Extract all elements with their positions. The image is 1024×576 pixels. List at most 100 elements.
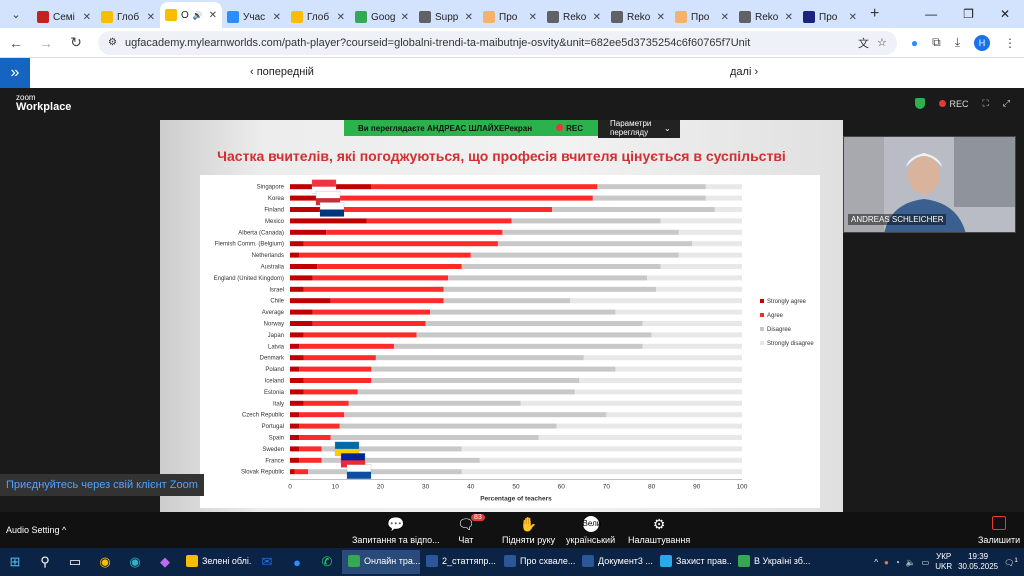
flag-icon-stripe [312, 186, 336, 194]
leave-button[interactable]: Залишити [978, 516, 1020, 545]
category-label: Israel [269, 287, 284, 293]
language-button[interactable]: Вели український [566, 516, 615, 545]
taskbar-app[interactable]: Онлайн тра... [342, 550, 420, 574]
address-bar[interactable]: ⚙ ugfacademy.mylearnworlds.com/path-play… [98, 30, 897, 55]
tray-app-icon[interactable]: ● [883, 557, 889, 567]
tab-close-icon[interactable]: ✕ [784, 11, 793, 23]
bar-segment-disagree [497, 241, 693, 247]
new-tab-button[interactable]: + [870, 5, 880, 22]
browser-tab[interactable]: Глоб ✕ [96, 6, 160, 28]
taskbar-app[interactable]: Зелені облі... [180, 550, 252, 574]
menu-kebab-icon[interactable]: ⋮ [1004, 35, 1016, 50]
translate-icon[interactable]: 文 [857, 37, 869, 50]
browser-tab[interactable]: Reko ✕ [542, 6, 606, 28]
tab-close-icon[interactable]: ✕ [528, 11, 537, 23]
taskbar-app-label: Зелені облі... [202, 556, 252, 566]
view-options-button[interactable]: Параметри перегляду ⌄ [598, 120, 680, 138]
back-icon[interactable]: ← [9, 34, 23, 51]
notification-icon[interactable]: 🗨1 [1004, 556, 1018, 568]
tab-close-icon[interactable]: ✕ [592, 11, 601, 23]
tab-close-icon[interactable]: ✕ [336, 11, 345, 23]
tray-chevron-icon[interactable]: ^ [874, 557, 878, 567]
edge-icon[interactable]: ◉ [129, 554, 141, 569]
fullscreen-icon[interactable]: ⤢ [1002, 98, 1010, 108]
browser-tab[interactable]: Про ✕ [478, 6, 542, 28]
whatsapp-icon[interactable]: ✆ [321, 554, 333, 569]
task-view-icon[interactable]: ▭ [68, 554, 82, 569]
layout-icon[interactable]: ⛶ [982, 98, 989, 108]
search-icon[interactable]: ⚲ [40, 554, 50, 569]
chrome-icon[interactable]: ◉ [99, 554, 111, 569]
language-label: український [566, 535, 616, 545]
viewing-banner: Ви переглядаєте АНДРЕАС ШЛАЙХЕРекран REC [344, 120, 598, 136]
wifi-icon[interactable]: ◔ [894, 557, 900, 567]
url-text[interactable]: ugfacademy.mylearnworlds.com/path-player… [124, 36, 751, 49]
browser-tab[interactable]: Reko ✕ [606, 6, 670, 28]
windows-taskbar: ⊞ ⚲ ▭ ◉ ◉ ◆ Зелені облі... ✉ ● ✆ Онлайн … [0, 548, 1024, 576]
reload-icon[interactable]: ↻ [70, 34, 82, 50]
taskbar-app[interactable]: 2_статтяпр... [420, 550, 498, 574]
browser-tab[interactable]: Семі ✕ [32, 6, 96, 28]
category-label: Finland [264, 208, 284, 214]
settings-button[interactable]: ⚙ Налаштування [628, 516, 690, 545]
taskbar-app[interactable]: Документ3 ... [576, 550, 654, 574]
speaker-icon[interactable]: 🔈 [905, 557, 916, 567]
close-icon[interactable]: ✕ [999, 7, 1010, 21]
browser-tab[interactable]: Про ✕ [670, 6, 734, 28]
language-indicator[interactable]: УКР UKR [935, 552, 952, 571]
browser-tab[interactable]: Про ✕ [798, 6, 862, 28]
browser-tab[interactable]: Supp ✕ [414, 6, 478, 28]
zoom-extension-icon[interactable]: ● [910, 35, 919, 50]
browser-tab[interactable]: Глоб ✕ [286, 6, 350, 28]
tab-audio-icon[interactable]: 🔊 [192, 10, 203, 20]
browser-tab[interactable]: Goog ✕ [350, 6, 414, 28]
tab-close-icon[interactable]: ✕ [848, 11, 857, 23]
tab-close-icon[interactable]: ✕ [272, 11, 281, 23]
taskbar-app[interactable]: Про схвале... [498, 550, 576, 574]
forward-icon[interactable]: → [39, 34, 53, 51]
taskbar-app[interactable]: Захист прав... [654, 550, 732, 574]
tab-close-icon[interactable]: ✕ [82, 11, 91, 23]
clock[interactable]: 19:39 30.05.2025 [958, 552, 998, 571]
extensions-icon[interactable]: ⧉ [932, 35, 941, 49]
category-label: Norway [264, 322, 284, 328]
tab-close-icon[interactable]: ✕ [400, 11, 409, 23]
windows-start-icon[interactable]: ⊞ [9, 554, 21, 569]
outlook-icon[interactable]: ✉ [261, 554, 273, 569]
tab-close-icon[interactable]: ✕ [464, 11, 473, 23]
profile-avatar[interactable]: H [974, 34, 990, 51]
bar-segment-strongly-agree [290, 412, 300, 418]
browser-tab[interactable]: Учас ✕ [222, 6, 286, 28]
tab-search-icon[interactable]: ⌄ [11, 8, 21, 21]
download-icon[interactable]: ⤓ [954, 35, 960, 49]
course-menu-button[interactable]: » [0, 58, 30, 88]
zoom-app-icon[interactable]: ● [293, 554, 301, 570]
copilot-icon[interactable]: ◆ [160, 554, 170, 569]
bookmark-star-icon[interactable]: ☆ [876, 37, 887, 49]
tab-close-icon[interactable]: ✕ [656, 11, 665, 23]
taskbar-app[interactable]: В Україні зб... [732, 550, 810, 574]
qa-button[interactable]: 💬 Запитання та відпо... [352, 516, 440, 545]
previous-link[interactable]: ‹ попередній [250, 66, 314, 78]
minimize-icon[interactable]: — [925, 7, 938, 21]
raise-hand-button[interactable]: ✋ Підняти руку [502, 516, 555, 545]
bar-segment-strongly-agree [290, 332, 304, 338]
tab-close-icon[interactable]: ✕ [720, 11, 729, 23]
browser-tab[interactable]: Reko ✕ [734, 6, 798, 28]
bar-segment-strongly-agree [290, 366, 300, 372]
speaker-video[interactable]: ANDREAS SCHLEICHER [843, 136, 1016, 233]
encryption-shield-icon[interactable] [915, 98, 926, 109]
join-via-client-link[interactable]: Приєднуйтесь через свій клієнт Zoom [0, 474, 204, 496]
battery-icon[interactable]: ▭ [921, 557, 930, 567]
next-link[interactable]: далі › [730, 66, 759, 78]
tab-title: О [181, 9, 189, 21]
tab-close-icon[interactable]: ✕ [146, 11, 155, 23]
x-tick-label: 50 [512, 483, 520, 490]
browser-tab[interactable]: О 🔊 ✕ [160, 2, 222, 28]
chat-button[interactable]: 🗨 83 Чат [457, 514, 485, 545]
tab-close-icon[interactable]: ✕ [208, 9, 217, 21]
site-info-icon[interactable]: ⚙ [108, 37, 117, 48]
audio-setting-button[interactable]: Audio Setting ^ [6, 525, 67, 535]
maximize-icon[interactable]: ❐ [963, 7, 974, 21]
category-label: Poland [265, 367, 284, 373]
